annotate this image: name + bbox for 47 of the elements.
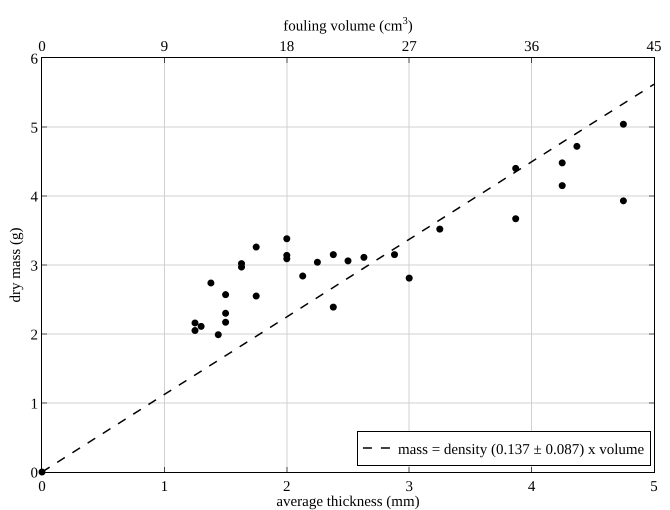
point <box>222 310 230 317</box>
y-tick-label: 1 <box>30 396 38 412</box>
point <box>436 226 444 233</box>
y-tick-label: 3 <box>30 258 38 274</box>
x-tick-label: 5 <box>650 479 658 495</box>
point <box>620 120 627 128</box>
x-tick-label: 2 <box>283 479 291 495</box>
y-tick-label: 5 <box>30 120 38 136</box>
point <box>252 244 260 251</box>
y-tick-label: 0 <box>30 465 38 482</box>
x-tick-label: 1 <box>160 479 168 495</box>
point <box>558 159 566 166</box>
point <box>330 304 337 311</box>
point <box>573 142 580 150</box>
point <box>283 235 290 242</box>
point <box>207 279 214 286</box>
point <box>222 291 230 298</box>
y-axis-title: dry mass (g) <box>8 228 24 302</box>
point <box>299 272 306 280</box>
x2-tick-label: 36 <box>524 39 540 55</box>
x-axis-title: average thickness (mm) <box>276 494 420 510</box>
point <box>192 327 198 334</box>
point <box>344 257 352 264</box>
point <box>558 182 566 190</box>
point <box>620 197 627 204</box>
y-tick-label: 6 <box>30 51 38 68</box>
x2-tick-label: 9 <box>160 39 168 55</box>
point <box>314 258 321 266</box>
y-tick-label: 4 <box>30 189 38 206</box>
x2-tick-label: 45 <box>646 39 662 55</box>
point <box>406 274 413 282</box>
x2-axis-title: fouling volume (cm$^{3}$) <box>283 16 413 34</box>
point <box>360 254 368 261</box>
point <box>214 331 222 338</box>
legend-label: mass = density (0.137 ± 0.087) x volume <box>398 442 645 458</box>
x2-tick-label: 27 <box>402 39 418 55</box>
point <box>330 251 337 258</box>
point <box>192 319 198 326</box>
point <box>512 215 520 222</box>
point <box>391 251 398 258</box>
point <box>252 292 260 300</box>
point <box>198 322 205 330</box>
x2-tick-label: 18 <box>279 39 294 55</box>
y-tick-label: 2 <box>30 327 38 344</box>
x-tick-label: 3 <box>405 479 413 495</box>
x-tick-label: 4 <box>528 479 536 495</box>
point <box>222 318 230 326</box>
